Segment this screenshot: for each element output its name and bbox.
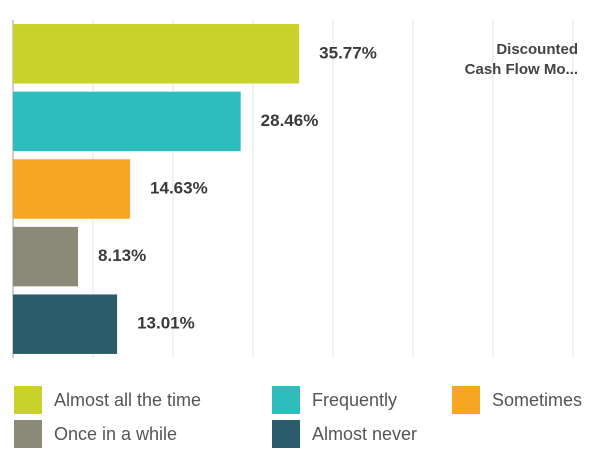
data-label: 35.77% [319,43,377,62]
data-label: 14.63% [150,178,208,197]
legend-label: Almost all the time [54,389,202,410]
bar [13,226,79,287]
legend-swatch [14,420,42,448]
chart: 35.77% 28.46% 14.63% 8.13% 13.01% [12,20,574,358]
legend-item: Once in a while [14,420,272,448]
bar [13,24,300,84]
bar [13,91,241,152]
legend-label: Once in a while [54,423,178,444]
legend-item: Frequently [272,386,452,414]
legend-swatch [272,386,300,414]
bar [13,159,131,219]
chart-title: Discounted Cash Flow Mo... [464,41,578,78]
data-label: 13.01% [137,314,195,333]
legend-swatch [272,420,300,448]
legend-item: Sometimes [452,386,604,414]
legend: Almost all the time Frequently Sometimes On… [14,386,604,448]
legend-label: Frequently [312,389,398,410]
legend-label: Sometimes [492,389,583,410]
legend-swatch [452,386,480,414]
legend-item: Almost all the time [14,386,272,414]
legend-swatch [14,386,42,414]
data-label: 8.13% [98,246,146,265]
data-label: 28.46% [261,111,319,130]
legend-item: Almost never [272,420,452,448]
legend-label: Almost never [312,423,418,444]
bar [13,294,118,354]
